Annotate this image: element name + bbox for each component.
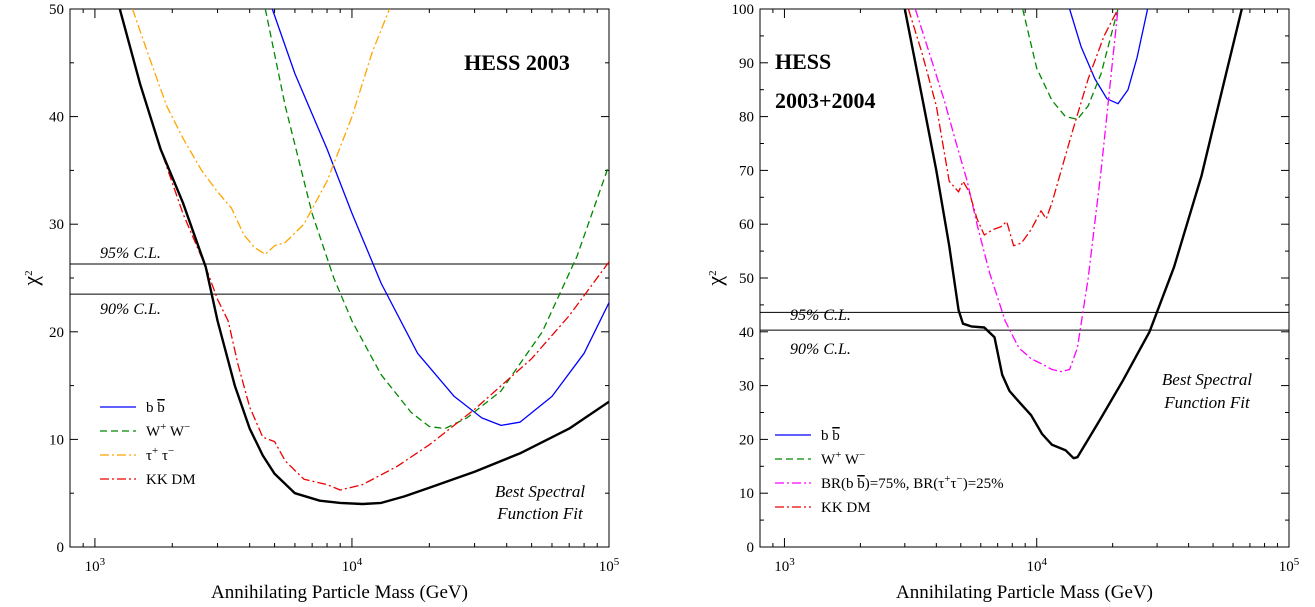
best-fit-label-line1: Best Spectral — [1162, 370, 1252, 389]
series-line-2 — [914, 9, 1119, 373]
series-line-0 — [271, 9, 609, 427]
legend-label: KK DM — [146, 472, 196, 488]
cl90-label: 90% C.L. — [790, 341, 851, 358]
best-fit-label-line2: Function Fit — [496, 504, 584, 523]
y-tick-label: 70 — [739, 163, 754, 179]
series-line-3 — [119, 9, 609, 491]
panel-title-line2: 2003+2004 — [775, 88, 876, 113]
y-tick-label: 0 — [747, 540, 755, 556]
y-tick-label: 90 — [739, 56, 754, 72]
series-line-1 — [264, 9, 609, 430]
panel-right: χ2 Annihilating Particle Mass (GeV) HESS… — [702, 2, 1300, 603]
x-label: Annihilating Particle Mass (GeV) — [896, 582, 1153, 603]
y-tick-label: 40 — [49, 110, 64, 126]
legend-label: W+ W− — [146, 421, 190, 440]
best-fit-line — [118, 9, 609, 506]
x-label: Annihilating Particle Mass (GeV) — [211, 582, 468, 603]
legend-label: τ+ τ− — [146, 445, 174, 464]
y-tick-label: 100 — [732, 2, 755, 18]
cl95-label: 95% C.L. — [100, 245, 161, 262]
series-line-0 — [1068, 9, 1149, 105]
y-tick-label: 40 — [739, 325, 754, 341]
y-tick-label: 10 — [739, 486, 754, 502]
legend-label: KK DM — [821, 500, 871, 516]
y-label: χ2 — [702, 270, 727, 286]
y-tick-label: 20 — [739, 432, 754, 448]
legend-label: W+ W− — [821, 449, 865, 468]
x-tick-label: 103 — [774, 556, 795, 575]
x-tick-label: 104 — [342, 556, 363, 575]
cl90-label: 90% C.L. — [100, 301, 161, 318]
y-tick-label: 30 — [739, 379, 754, 395]
y-tick-label: 50 — [49, 2, 64, 18]
y-label: χ2 — [18, 270, 43, 286]
series-line-3 — [907, 9, 1119, 247]
y-tick-label: 30 — [49, 217, 64, 233]
series-line-1 — [1022, 9, 1119, 120]
legend-label: BR(b b)=75%, BR(τ+τ−)=25% — [821, 473, 1004, 492]
y-tick-label: 80 — [739, 110, 754, 126]
y-tick-label: 50 — [739, 271, 754, 287]
legend-label: b b — [821, 428, 840, 444]
best-fit-label-line2: Function Fit — [1163, 393, 1251, 412]
best-fit-line — [903, 9, 1243, 460]
y-tick-label: 20 — [49, 325, 64, 341]
legend-label: b b — [146, 400, 165, 416]
panel-title: HESS — [775, 49, 831, 74]
series-group — [118, 9, 609, 506]
y-tick-label: 0 — [57, 540, 65, 556]
best-fit-label-line1: Best Spectral — [495, 482, 585, 501]
series-line-2 — [131, 9, 391, 255]
plot-frame — [69, 8, 610, 548]
x-tick-label: 103 — [85, 556, 106, 575]
x-tick-label: 105 — [1279, 556, 1300, 575]
y-tick-label: 10 — [49, 432, 64, 448]
x-tick-label: 105 — [599, 556, 620, 575]
panel-title: HESS 2003 — [464, 50, 570, 75]
panel-left: χ2 Annihilating Particle Mass (GeV) HESS… — [18, 2, 620, 603]
cl95-label: 95% C.L. — [790, 307, 851, 324]
x-tick-label: 104 — [1026, 556, 1047, 575]
series-group — [903, 9, 1243, 460]
y-tick-label: 60 — [739, 217, 754, 233]
